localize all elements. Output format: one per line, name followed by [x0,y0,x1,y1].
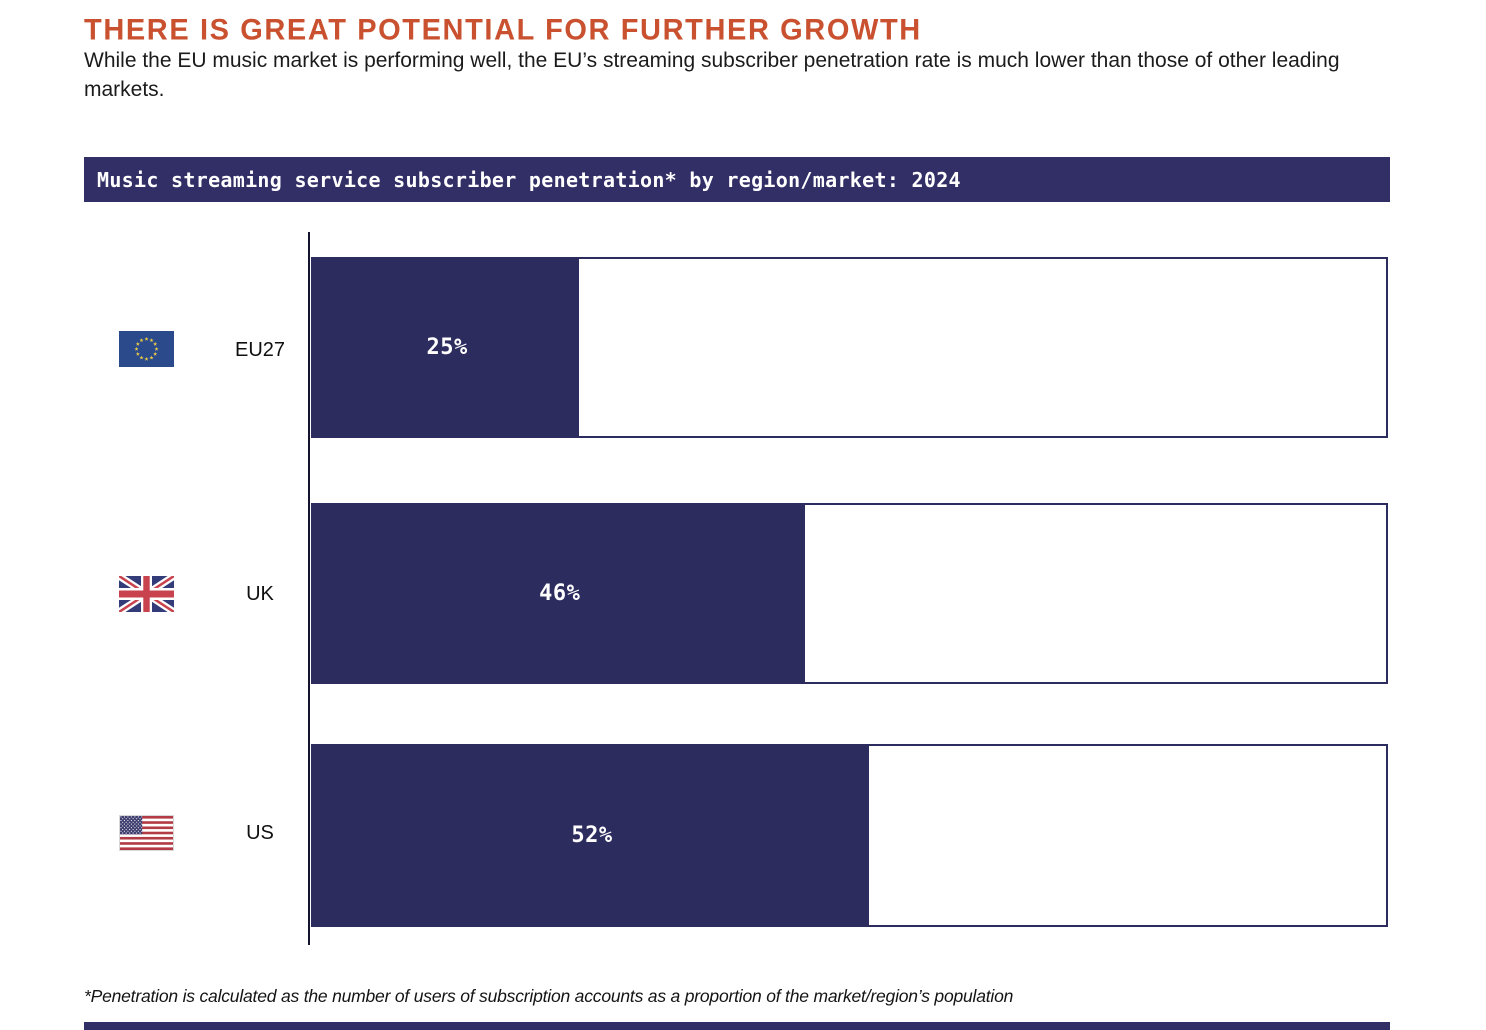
y-axis-line [308,232,310,945]
bar-track-eu27: 25% [311,257,1388,438]
eu-flag-icon [119,331,174,367]
bar-fill-us [311,744,869,927]
row-label-us: US [246,822,274,844]
bar-value-eu27: 25% [426,335,468,360]
page-title: THERE IS GREAT POTENTIAL FOR FURTHER GRO… [84,14,922,47]
bar-value-uk: 46% [539,581,581,606]
row-label-eu27: EU27 [234,339,286,361]
bar-track-uk: 46% [311,503,1388,684]
chart-title-banner: Music streaming service subscriber penet… [84,157,1390,202]
uk-flag-icon [119,576,174,612]
bar-track-us: 52% [311,744,1388,927]
bar-fill-eu27 [311,257,580,438]
bar-fill-uk [311,503,805,684]
bottom-banner-strip [84,1022,1390,1030]
row-label-uk: UK [246,583,274,605]
bar-value-us: 52% [571,823,613,848]
page-subtitle: While the EU music market is performing … [84,49,1340,101]
footnote: *Penetration is calculated as the number… [84,986,1014,1006]
us-flag-icon [119,815,174,851]
chart-title: Music streaming service subscriber penet… [97,167,961,192]
